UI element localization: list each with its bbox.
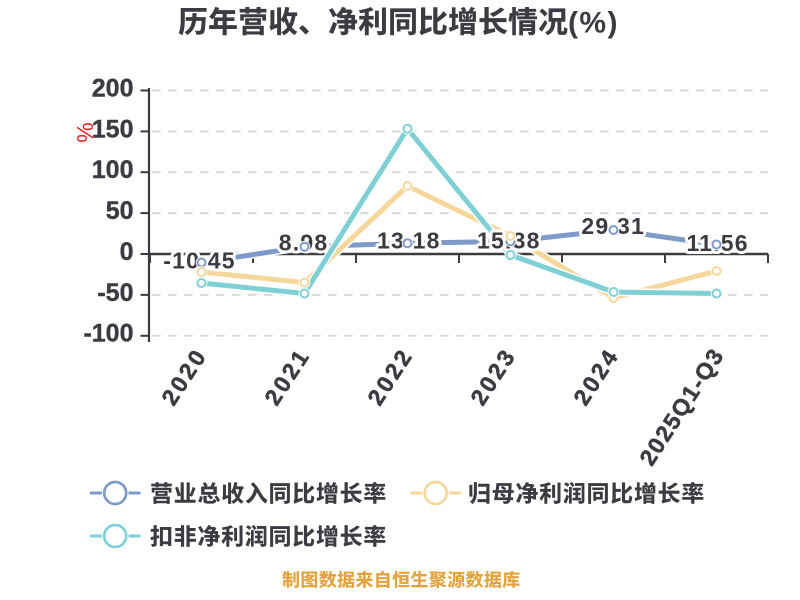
svg-text:0: 0 bbox=[120, 238, 134, 266]
svg-text:200: 200 bbox=[92, 74, 134, 102]
svg-text:%: % bbox=[72, 122, 98, 142]
svg-text:50: 50 bbox=[106, 197, 134, 225]
svg-text:(%): (%) bbox=[568, 7, 619, 40]
svg-text:100: 100 bbox=[92, 156, 134, 184]
svg-text:-100: -100 bbox=[83, 320, 133, 348]
svg-text:150: 150 bbox=[92, 115, 134, 143]
svg-text:-50: -50 bbox=[97, 279, 133, 307]
